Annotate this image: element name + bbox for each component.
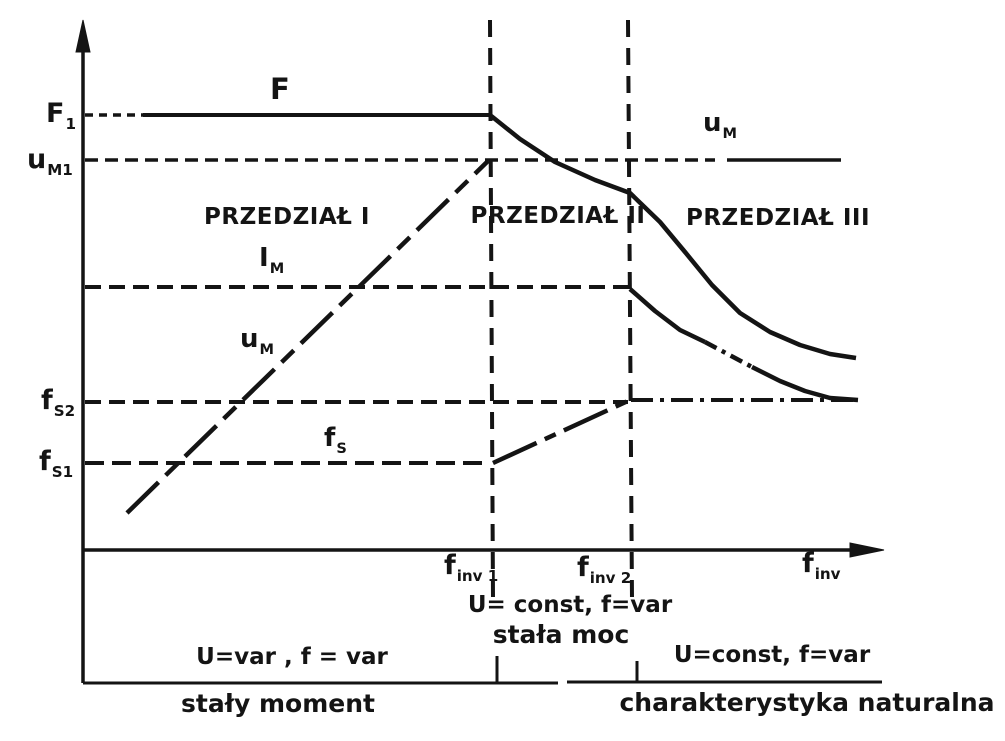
x-axis-arrowhead xyxy=(849,542,885,558)
F-curve-decay xyxy=(488,113,857,361)
region-label-3: PRZEDZIAŁ III xyxy=(685,205,871,231)
region2-condition: U= const, f=var xyxy=(467,592,673,618)
y-axis-arrowhead xyxy=(75,19,91,53)
region3-condition: U=const, f=var xyxy=(673,642,871,668)
curve-label-uM-flat: uM xyxy=(703,108,737,142)
y-label-uM1: uM1 xyxy=(27,144,73,179)
y-label-F1: F1 xyxy=(46,98,76,133)
IM-curve-decay-dashdot xyxy=(703,340,754,369)
IM-curve-decay-a xyxy=(628,287,706,345)
curve-label-uM-rise: uM xyxy=(240,324,274,358)
x-label-finv1: finv 1 xyxy=(444,550,499,585)
y-label-fS2: fS2 xyxy=(41,385,76,420)
region-label-2: PRZEDZIAŁ II xyxy=(470,203,646,229)
region-label-1: PRZEDZIAŁ I xyxy=(204,204,370,230)
IM-curve-decay-b xyxy=(750,364,859,403)
x-label-finv: finv xyxy=(802,548,841,583)
vline-finv1 xyxy=(488,19,495,601)
uM-curve-rise xyxy=(125,159,490,515)
curve-label-F: F xyxy=(270,72,290,106)
region2-description: stała moc xyxy=(492,620,630,649)
curve-label-IM: IM xyxy=(259,243,285,277)
region1-description: stały moment xyxy=(181,689,375,718)
vline-finv2 xyxy=(626,19,634,601)
region3-description: charakterystyka naturalna xyxy=(619,688,995,717)
x-label-finv2: finv 2 xyxy=(577,552,632,587)
region1-condition: U=var , f = var xyxy=(196,644,388,670)
curve-label-fS: fS xyxy=(324,423,347,457)
fS-curve-rise xyxy=(492,397,631,466)
y-label-fS1: fS1 xyxy=(39,446,74,481)
